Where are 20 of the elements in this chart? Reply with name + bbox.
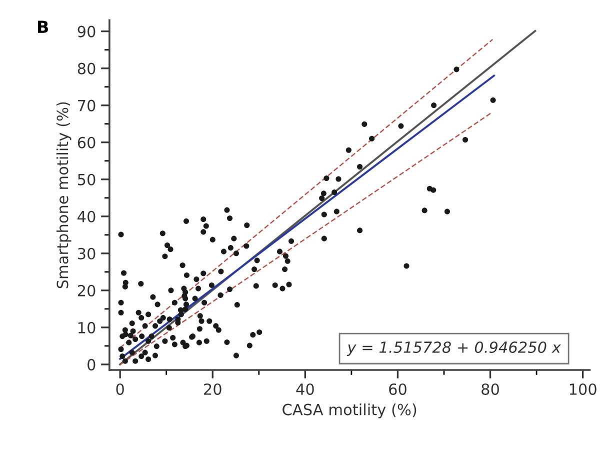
y-tick-label: 80 (78, 62, 96, 74)
y-tick-label: 90 (78, 26, 96, 38)
y-tick-label: 60 (78, 136, 96, 148)
y-tick-label: 70 (78, 100, 96, 112)
y-axis-title: Smartphone motility (%) (56, 102, 72, 288)
y-tick-label: 0 (88, 358, 96, 370)
x-tick-label: 100 (570, 383, 596, 395)
x-tick-label: 0 (116, 383, 124, 395)
x-tick-label: 80 (482, 383, 499, 395)
y-tick-label: 50 (78, 174, 96, 186)
annotation: y = 1.515728 + 0.946250 x (346, 341, 562, 356)
y-tick-label: 20 (78, 284, 96, 296)
y-tick-label: 30 (78, 248, 96, 260)
x-axis-title: CASA motility (%) (282, 404, 416, 418)
y-tick-label: 40 (78, 210, 96, 222)
x-tick-label: 20 (204, 383, 222, 395)
y-tick-label: 10 (78, 322, 96, 334)
text: B (38, 20, 48, 33)
x-tick-label: 40 (296, 383, 314, 395)
x-tick-label: 60 (389, 383, 406, 395)
